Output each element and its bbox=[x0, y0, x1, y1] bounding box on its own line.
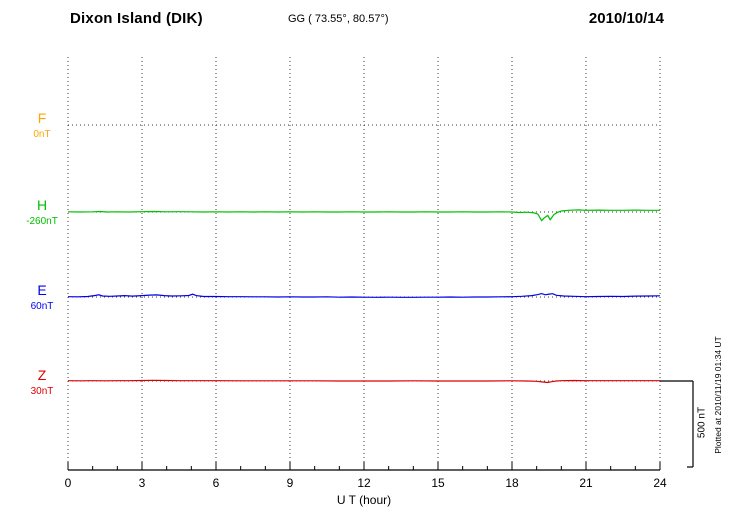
x-tick-label: 12 bbox=[357, 476, 371, 490]
series-baseline-e: 60nT bbox=[30, 301, 54, 312]
x-axis-label: U T (hour) bbox=[336, 493, 392, 507]
plot-date: 2010/10/14 bbox=[588, 10, 664, 27]
x-tick-label: 9 bbox=[286, 476, 294, 490]
x-tick-label: 6 bbox=[212, 476, 220, 490]
x-tick-label: 24 bbox=[653, 476, 667, 490]
series-label-f: F bbox=[37, 110, 47, 126]
plotted-at-note: Plotted at 2010/11/19 01:34 UT bbox=[713, 336, 723, 454]
x-tick-label: 21 bbox=[579, 476, 593, 490]
series-baseline-z: 30nT bbox=[30, 386, 54, 397]
series-label-e: E bbox=[37, 282, 47, 298]
scale-bar-label: 500 nT bbox=[696, 406, 708, 439]
x-tick-label: 3 bbox=[138, 476, 146, 490]
x-tick-label: 18 bbox=[505, 476, 519, 490]
x-tick-label: 0 bbox=[64, 476, 72, 490]
station-title: Dixon Island (DIK) bbox=[70, 10, 203, 27]
x-tick-label: 15 bbox=[431, 476, 445, 490]
geographic-coords: GG ( 73.55°, 80.57°) bbox=[288, 13, 389, 25]
series-baseline-h: -260nT bbox=[26, 216, 58, 227]
series-label-h: H bbox=[36, 197, 48, 213]
series-label-z: Z bbox=[37, 367, 47, 383]
series-baseline-f: 0nT bbox=[33, 129, 51, 140]
